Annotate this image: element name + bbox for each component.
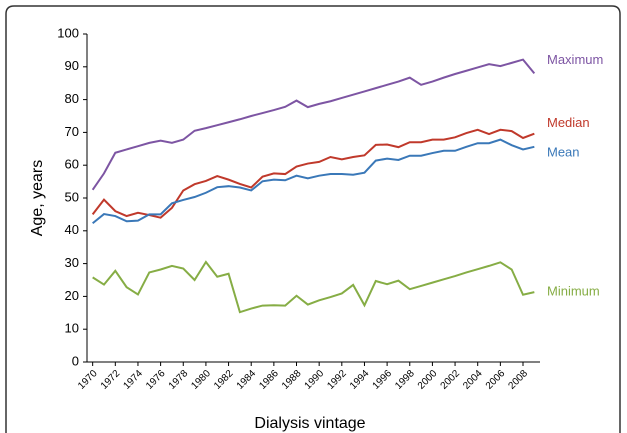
y-tick-label: 0 (72, 353, 79, 368)
y-tick-label: 100 (57, 25, 79, 40)
x-tick-label: 1972 (99, 368, 123, 392)
x-tick-label: 1994 (348, 368, 372, 392)
y-tick-label: 50 (65, 189, 79, 204)
x-tick-label: 1986 (257, 368, 281, 392)
x-tick-label: 1988 (280, 368, 304, 392)
series-line (92, 260, 535, 314)
series-label: Median (547, 115, 590, 130)
y-tick-label: 10 (65, 321, 79, 336)
series-label: Minimum (547, 284, 600, 299)
x-tick-label: 2004 (461, 368, 485, 392)
x-tick-label: 1990 (303, 368, 327, 392)
x-tick-label: 2008 (506, 368, 530, 392)
x-tick-label: 1970 (76, 368, 100, 392)
series-line (92, 138, 535, 225)
x-tick-label: 1996 (371, 368, 395, 392)
x-axis-label: Dialysis vintage (254, 415, 365, 432)
y-tick-label: 60 (65, 157, 79, 172)
x-tick-label: 2006 (484, 368, 508, 392)
x-tick-label: 1976 (144, 368, 168, 392)
x-tick-label: 2002 (439, 368, 463, 392)
y-tick-label: 70 (65, 124, 79, 139)
series-label: Maximum (547, 52, 603, 67)
x-tick-label: 1984 (235, 368, 259, 392)
x-tick-label: 1974 (121, 368, 145, 392)
x-tick-label: 1998 (393, 368, 417, 392)
x-tick-label: 1980 (189, 368, 213, 392)
y-tick-label: 80 (65, 91, 79, 106)
series-line (91, 58, 536, 191)
y-tick-label: 20 (65, 288, 79, 303)
series-label: Mean (547, 144, 580, 159)
y-tick-label: 90 (65, 58, 79, 73)
x-tick-label: 1978 (167, 368, 191, 392)
x-tick-label: 1982 (212, 368, 236, 392)
x-tick-label: 2000 (416, 368, 440, 392)
frame (5, 5, 621, 433)
y-tick-label: 40 (65, 222, 79, 237)
y-axis-label: Age, years (29, 160, 46, 236)
x-tick-label: 1992 (325, 368, 349, 392)
y-tick-label: 30 (65, 255, 79, 270)
series-line (91, 128, 535, 219)
